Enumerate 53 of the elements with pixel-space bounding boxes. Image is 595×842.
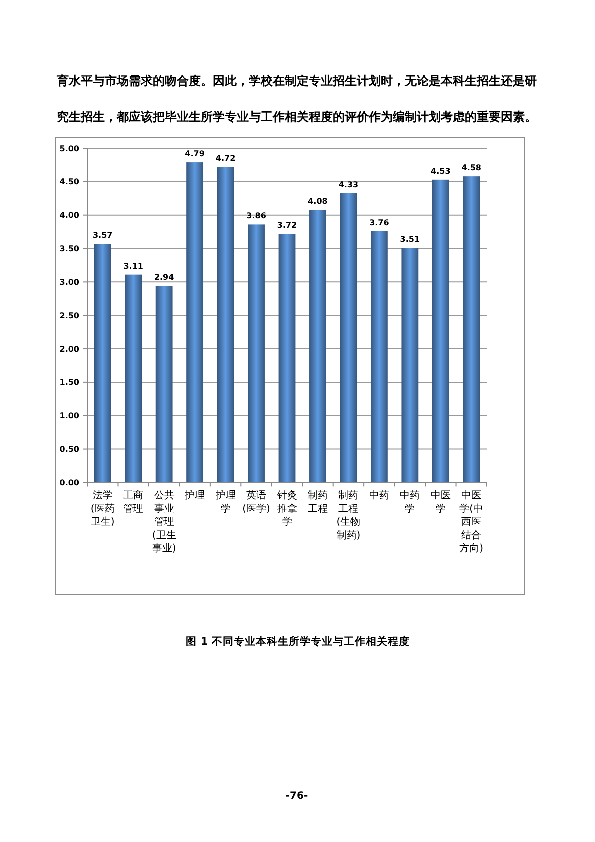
bar xyxy=(278,234,296,483)
text: 育水平与市场需求的吻合度。因此，学校在制定专业招生计划时，无论是本科生招生还是研究生招生，都应该把毕业生所学专业与工作相关程度的评价作为编制计划考虑的重要因素。 xyxy=(57,74,537,124)
y-tick-label: 1.50 xyxy=(60,378,80,388)
x-tick-label: 中药 xyxy=(369,490,390,502)
x-tick-label: 工商管理 xyxy=(124,490,144,515)
data-label: 3.86 xyxy=(246,212,267,221)
data-label: 4.72 xyxy=(216,154,236,164)
x-tick-label: 制药工程 xyxy=(308,490,328,515)
data-label: 4.08 xyxy=(308,196,328,206)
data-label: 3.57 xyxy=(92,231,113,240)
x-tick-label: 中医学 xyxy=(430,490,451,515)
bar xyxy=(94,244,112,483)
y-tick-label: 0.00 xyxy=(60,478,80,488)
bar xyxy=(125,274,142,483)
data-label: 4.79 xyxy=(185,150,206,159)
bar xyxy=(310,210,326,483)
bar xyxy=(156,286,173,483)
bar xyxy=(432,180,450,483)
text: 图 1 不同专业本科生所学专业与工作相关程度 xyxy=(186,635,410,648)
y-tick-label: 2.00 xyxy=(60,344,80,354)
x-tick-label: 英语(医学) xyxy=(242,490,271,515)
data-label: 3.76 xyxy=(370,218,390,228)
x-tick-label: 针灸推拿学 xyxy=(276,490,298,528)
text: -76- xyxy=(286,791,308,802)
x-tick-label: 制药工程(生物制药) xyxy=(336,490,361,542)
data-label: 4.58 xyxy=(462,164,482,173)
x-tick-label: 公共事业管理(卫生事业) xyxy=(152,490,176,554)
x-tick-label: 护理学 xyxy=(214,490,236,515)
x-tick-label: 法学(医药卫生) xyxy=(90,490,115,528)
y-tick-label: 0.50 xyxy=(60,445,80,454)
data-label: 3.11 xyxy=(124,262,144,271)
y-tick-label: 2.50 xyxy=(60,311,80,320)
bar xyxy=(340,193,358,483)
data-label: 4.53 xyxy=(431,166,451,176)
y-tick-label: 4.50 xyxy=(60,178,80,187)
bar xyxy=(370,231,388,483)
y-tick-label: 3.00 xyxy=(60,278,80,287)
bar xyxy=(186,162,204,483)
y-tick-label: 5.00 xyxy=(60,144,80,154)
y-tick-label: 1.00 xyxy=(60,412,80,421)
data-label: 3.72 xyxy=(277,221,298,230)
bar xyxy=(463,176,480,483)
data-label: 3.51 xyxy=(400,235,420,244)
x-tick-label: 中药学 xyxy=(400,490,420,515)
x-tick-label: 中医学(中西医结合方向) xyxy=(460,490,484,554)
data-label: 2.94 xyxy=(154,273,175,282)
data-label: 4.33 xyxy=(338,180,359,190)
bar xyxy=(217,167,234,483)
bar xyxy=(402,248,419,483)
x-tick-label: 护理 xyxy=(184,490,206,502)
bar xyxy=(248,224,265,483)
y-tick-label: 4.00 xyxy=(60,211,80,220)
y-tick-label: 3.50 xyxy=(60,244,80,254)
